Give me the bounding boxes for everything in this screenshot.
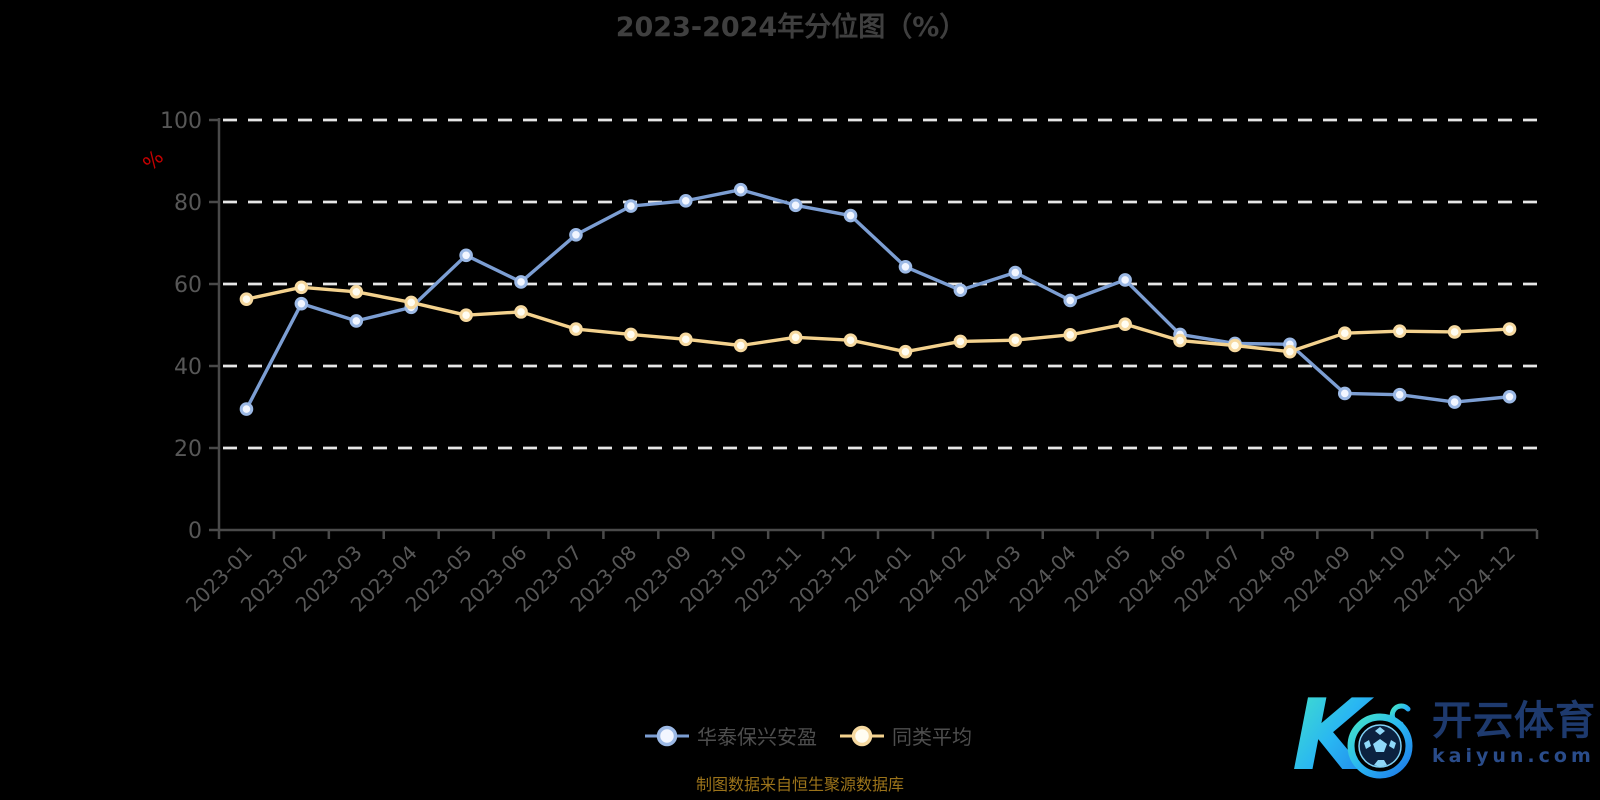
kaiyun-watermark: K 开云体育 kaiyun.com	[1292, 683, 1597, 783]
legend-item-fund[interactable]: 华泰保兴安盈	[644, 721, 817, 750]
data-point[interactable]	[569, 322, 583, 336]
data-point[interactable]	[1063, 293, 1078, 308]
data-source-note: 制图数据来自恒生聚源数据库	[695, 775, 905, 794]
data-point[interactable]	[1502, 322, 1517, 336]
data-point[interactable]	[514, 305, 528, 319]
data-point[interactable]	[678, 332, 693, 347]
data-point[interactable]	[1008, 333, 1023, 347]
y-axis-label: 20	[174, 437, 202, 462]
data-point[interactable]	[1337, 386, 1352, 401]
data-point[interactable]	[678, 193, 693, 208]
data-point[interactable]	[1392, 324, 1407, 338]
data-point[interactable]	[1008, 265, 1023, 280]
data-point[interactable]	[1228, 338, 1242, 353]
data-point[interactable]	[459, 308, 473, 322]
data-point[interactable]	[349, 314, 364, 328]
y-axis-label: 0	[188, 519, 202, 544]
legend-label-fund: 华泰保兴安盈	[697, 725, 817, 749]
data-point[interactable]	[514, 275, 528, 289]
data-point[interactable]	[239, 292, 254, 306]
watermark-text: 开云体育 kaiyun.com	[1432, 700, 1596, 767]
data-point[interactable]	[239, 402, 254, 416]
data-point[interactable]	[1392, 387, 1407, 402]
y-axis-label: 60	[174, 273, 202, 298]
data-point[interactable]	[1118, 273, 1132, 287]
data-point[interactable]	[1283, 344, 1297, 359]
data-point[interactable]	[953, 283, 968, 297]
data-point[interactable]	[569, 228, 583, 242]
data-point[interactable]	[1118, 317, 1132, 331]
legend-item-average[interactable]: 同类平均	[839, 721, 972, 750]
chart-legend: 华泰保兴安盈 同类平均	[644, 721, 972, 750]
watermark-brand-name: 开云体育	[1432, 697, 1596, 744]
data-point[interactable]	[843, 208, 858, 223]
series-line-0	[244, 187, 1512, 411]
chart-title: 2023-2024年分位图（%）	[615, 12, 967, 43]
y-axis-label: 40	[174, 355, 202, 380]
data-point[interactable]	[788, 198, 803, 213]
data-point[interactable]	[1447, 395, 1462, 409]
data-point[interactable]	[1337, 326, 1352, 341]
data-point[interactable]	[733, 182, 748, 197]
data-point[interactable]	[404, 295, 419, 310]
data-point[interactable]	[294, 280, 309, 295]
data-point[interactable]	[1173, 333, 1187, 348]
data-point[interactable]	[459, 248, 473, 263]
data-point[interactable]	[898, 344, 913, 359]
data-point[interactable]	[733, 338, 748, 353]
y-axis-label: 80	[174, 191, 202, 216]
y-axis-name: %	[138, 145, 168, 175]
data-point[interactable]	[788, 330, 803, 345]
data-point[interactable]	[349, 284, 364, 299]
y-axis-label: 100	[160, 109, 202, 134]
legend-label-average: 同类平均	[892, 725, 972, 749]
data-point[interactable]	[843, 333, 858, 347]
kaiyun-k-soccer-icon: K	[1292, 683, 1413, 783]
data-point[interactable]	[624, 327, 638, 342]
data-point[interactable]	[1063, 328, 1078, 342]
data-point[interactable]	[898, 259, 913, 274]
legend-marker-average-icon	[840, 725, 884, 746]
data-point[interactable]	[294, 296, 309, 311]
data-point[interactable]	[1502, 389, 1517, 404]
data-point[interactable]	[1447, 325, 1462, 339]
series-line-1	[244, 285, 1512, 354]
legend-marker-fund-icon	[645, 725, 689, 746]
data-point[interactable]	[624, 199, 638, 213]
data-point[interactable]	[953, 334, 968, 349]
watermark-domain: kaiyun.com	[1432, 744, 1595, 767]
